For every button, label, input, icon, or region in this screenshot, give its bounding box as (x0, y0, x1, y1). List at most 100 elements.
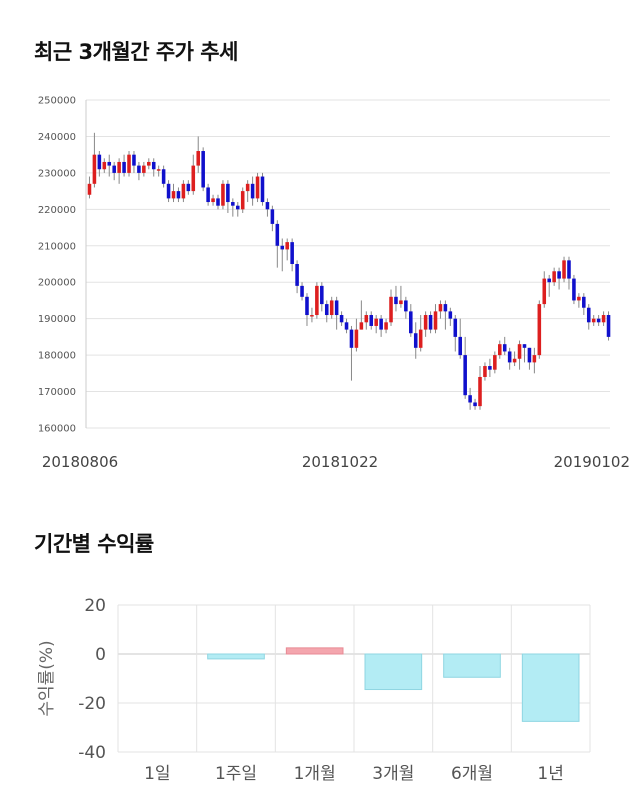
candle (379, 315, 383, 337)
candle (305, 293, 309, 326)
candle (591, 315, 596, 326)
candle (512, 351, 517, 367)
candle-body (488, 366, 492, 370)
returns-title: 기간별 수익률 (34, 532, 154, 556)
candle-body (216, 198, 220, 206)
candle (320, 282, 324, 312)
candle-body (147, 161, 151, 166)
y-tick-label: 20 (84, 596, 106, 616)
y-tick-label: 160000 (38, 424, 76, 435)
y-tick-label: 180000 (38, 351, 76, 362)
candle-body (606, 315, 611, 337)
candle-body (112, 165, 116, 173)
candle (171, 183, 176, 203)
candle-body (305, 296, 309, 316)
candle (364, 311, 369, 330)
candle-body (596, 318, 601, 323)
candle (359, 300, 364, 330)
x-date-label: 20180806 (42, 453, 118, 471)
candle (349, 325, 354, 381)
candle-body (102, 161, 107, 170)
candle (428, 311, 433, 334)
candle (315, 282, 319, 319)
candle (453, 315, 458, 352)
x-date-label: 20190102 (554, 453, 630, 471)
candle (142, 161, 146, 177)
candle (522, 344, 527, 363)
return-bar (521, 653, 580, 722)
candle-body (290, 242, 294, 264)
candle (369, 311, 374, 330)
candle-body (226, 183, 230, 203)
y-tick-label: 0 (95, 645, 106, 665)
candle (413, 322, 418, 359)
candle-body (389, 296, 393, 323)
candle (473, 398, 477, 410)
candle-body (413, 333, 418, 348)
return-bar (285, 647, 344, 655)
y-tick-label: 190000 (38, 314, 76, 325)
candle-body (295, 264, 299, 286)
candle (176, 187, 181, 203)
candle-body (240, 191, 245, 210)
candle-body (409, 311, 413, 334)
candle (181, 180, 186, 203)
candle-body (512, 358, 517, 363)
candle (488, 358, 492, 377)
candle (344, 318, 349, 334)
candle-body (310, 315, 314, 317)
candle-body (171, 191, 176, 199)
candle-body (260, 176, 265, 203)
candle-body (181, 183, 186, 199)
candle (107, 154, 112, 177)
candle (211, 194, 215, 206)
candle (255, 172, 260, 203)
candle-body (404, 300, 408, 312)
candle (493, 351, 497, 374)
y-tick-label: 220000 (38, 205, 76, 216)
candle (122, 154, 126, 177)
candle-body (285, 242, 289, 250)
candle-body (191, 165, 196, 192)
candle-body (334, 300, 339, 316)
candle-body (428, 315, 433, 330)
candle-body (117, 161, 121, 173)
candle (310, 307, 314, 323)
candle (596, 315, 601, 326)
candle-body (374, 318, 378, 326)
candle-body (582, 296, 586, 308)
y-tick-label: 200000 (38, 278, 76, 289)
candle-body (186, 183, 191, 192)
y-tick-label: 250000 (38, 96, 76, 107)
category-label: 1개월 (294, 764, 336, 784)
candle-body (201, 151, 205, 188)
candle-body (601, 315, 606, 323)
candle (295, 260, 299, 294)
candle (196, 136, 201, 173)
candle-body (591, 318, 596, 323)
candle (201, 147, 205, 192)
candle (567, 256, 571, 290)
candle-body (364, 315, 369, 323)
candle (507, 347, 512, 370)
candle (537, 300, 542, 359)
candle-body (567, 260, 571, 279)
candle (285, 238, 289, 261)
candle (552, 267, 556, 286)
y-tick-label: 240000 (38, 132, 76, 143)
candle-body (423, 315, 428, 330)
candle-body (418, 329, 423, 348)
candle-body (502, 344, 507, 352)
candle-body (211, 198, 215, 203)
candle (102, 158, 107, 173)
candle (448, 307, 453, 326)
candle-body (255, 176, 260, 199)
candle (250, 176, 255, 206)
candle (577, 293, 581, 308)
candle (542, 271, 547, 308)
candle (290, 238, 294, 272)
candle-body (369, 315, 374, 326)
candle-body (196, 151, 201, 166)
y-tick-label: 170000 (38, 387, 76, 398)
